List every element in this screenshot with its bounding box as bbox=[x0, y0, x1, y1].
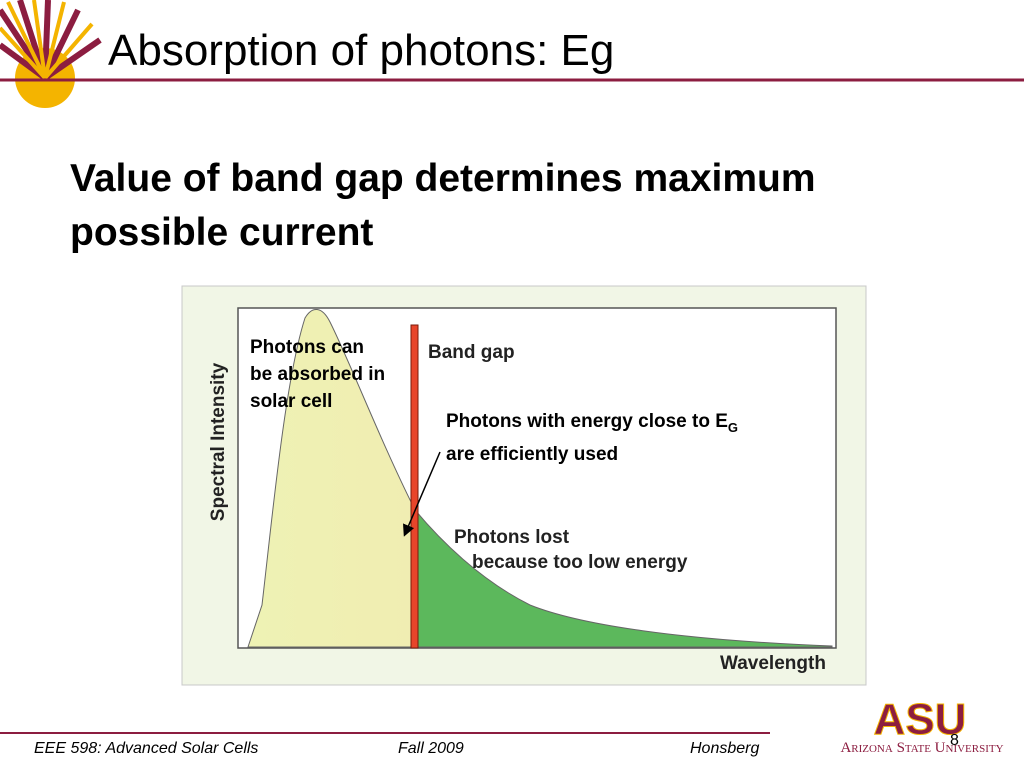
x-axis-label: Wavelength bbox=[720, 653, 826, 674]
absorbed-note: Photons can be absorbed in solar cell bbox=[250, 337, 386, 412]
slide-title: Absorption of photons: Eg bbox=[108, 26, 615, 75]
page-number: 8 bbox=[950, 732, 959, 749]
band-gap-label: Band gap bbox=[428, 342, 515, 363]
note-text: Photons with energy close to E bbox=[446, 411, 728, 432]
arrow bbox=[403, 451, 441, 537]
note-subscript: G bbox=[727, 419, 738, 435]
logo-sunburst bbox=[0, 0, 102, 108]
footer-author: Honsberg bbox=[690, 740, 760, 757]
footer-term: Fall 2009 bbox=[398, 740, 464, 757]
footer-course: EEE 598: Advanced Solar Cells bbox=[34, 740, 259, 757]
y-axis-label: Spectral Intensity bbox=[208, 362, 229, 521]
efficient-note: Photons with energy close to EG are effi… bbox=[446, 408, 746, 468]
band-gap-line bbox=[410, 324, 419, 649]
university-name: Arizona State University bbox=[840, 740, 1003, 756]
logo-mark: ASU bbox=[874, 695, 967, 744]
lost-note-line: Photons lost bbox=[454, 527, 570, 548]
slide-heading: Value of band gap determines maximum pos… bbox=[70, 157, 816, 254]
note-text: are efficiently used bbox=[446, 411, 744, 465]
lost-note-line: because too low energy bbox=[472, 552, 688, 573]
spectrum bbox=[247, 309, 833, 648]
